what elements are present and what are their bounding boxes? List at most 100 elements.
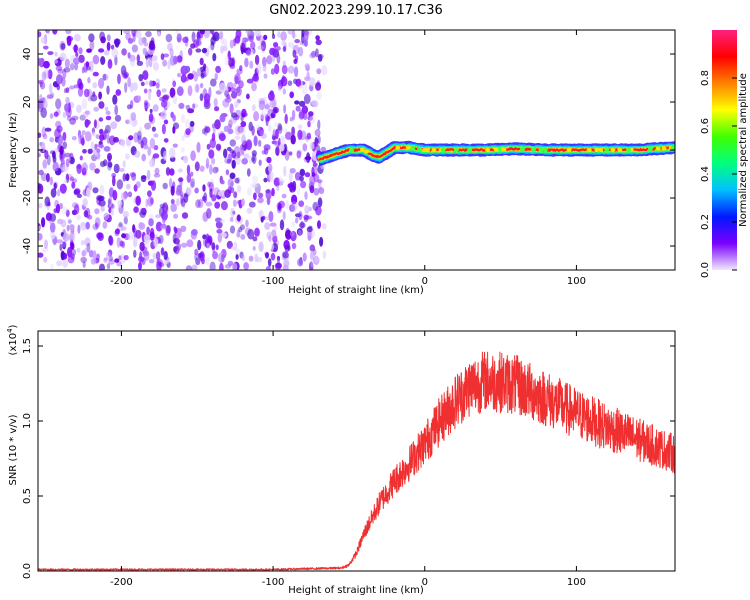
noise-blob [199,82,204,89]
noise-blob [45,215,52,221]
noise-blob [159,203,166,209]
noise-blob [172,126,176,134]
noise-blob [305,215,313,220]
noise-blob [309,115,316,124]
noise-blob [226,94,231,100]
noise-blob [203,125,208,136]
noise-blob [253,135,258,147]
noise-blob [258,241,264,252]
noise-blob [133,228,137,239]
noise-blob [78,54,85,63]
noise-blob [138,126,143,137]
noise-blob [148,115,156,125]
noise-blob [270,112,276,119]
noise-blob [88,33,95,43]
noise-blob [38,183,44,194]
noise-blob [106,34,111,42]
noise-blob [69,63,75,71]
noise-blob [81,130,86,136]
noise-blob [148,218,154,227]
noise-blob [150,37,155,45]
noise-blob [88,135,92,141]
noise-blob [272,98,277,110]
noise-blob [146,226,151,235]
noise-blob [140,207,147,213]
noise-blob [309,52,316,59]
noise-blob [202,195,206,202]
noise-blob [100,205,105,212]
noise-blob [46,94,54,99]
noise-blob [40,107,47,119]
noise-blob [81,162,88,173]
noise-blob [270,252,276,261]
noise-blob [145,30,152,38]
noise-blob [211,157,216,165]
noise-blob [254,227,260,237]
noise-blob [76,163,82,174]
noise-blob [282,251,289,259]
noise-blob [311,99,318,106]
noise-blob [100,56,106,65]
noise-blob [57,189,61,197]
noise-blob [101,73,109,81]
noise-blob [172,80,177,88]
noise-blob [123,30,131,35]
noise-blob [69,232,74,242]
noise-blob [252,47,256,55]
noise-blob [73,57,80,65]
noise-blob [114,104,119,116]
noise-blob [107,59,113,69]
noise-blob [100,36,106,44]
noise-blob [204,126,211,133]
noise-blob [215,220,223,229]
noise-blob [227,178,234,188]
noise-blob [80,256,87,263]
noise-blob [49,113,54,119]
noise-blob [257,197,264,204]
noise-blob [49,137,54,143]
noise-blob [252,236,258,242]
noise-blob [38,152,41,158]
noise-blob [237,125,244,134]
noise-blob [281,193,287,199]
spectrogram-ylabel: Frequency (Hz) [8,112,19,188]
noise-blob [149,80,153,87]
spectrogram-xtick-label: -200 [110,276,133,287]
noise-blob [130,112,137,121]
noise-blob [214,72,218,81]
noise-blob [270,68,275,75]
noise-blob [176,198,180,207]
signal-spot [501,147,507,152]
noise-blob [205,256,210,266]
noise-blob [218,252,225,264]
noise-blob [250,49,255,56]
noise-blob [260,40,267,52]
noise-blob [102,221,108,229]
noise-blob [299,168,306,177]
spectrogram-xtick-label: 0 [422,276,428,287]
noise-blob [315,82,322,91]
noise-blob [190,43,196,49]
noise-blob [167,60,171,70]
noise-blob [64,103,70,112]
noise-blob [208,182,214,192]
noise-blob [169,48,174,57]
noise-blob [212,124,216,135]
noise-blob [89,162,96,171]
noise-blob [246,78,254,84]
noise-blob [119,168,125,172]
noise-blob [202,63,207,72]
noise-blob [268,170,274,182]
noise-blob [266,197,271,206]
noise-blob [264,222,271,231]
noise-blob [266,231,272,240]
noise-blob [194,161,200,172]
noise-blob [281,65,288,75]
snr-xlabel: Height of straight line (km) [288,585,424,596]
noise-blob [244,57,249,68]
noise-blob [56,74,63,85]
noise-blob [191,264,198,270]
noise-blob [201,47,208,54]
noise-blob [65,30,72,35]
noise-blob [307,115,314,121]
